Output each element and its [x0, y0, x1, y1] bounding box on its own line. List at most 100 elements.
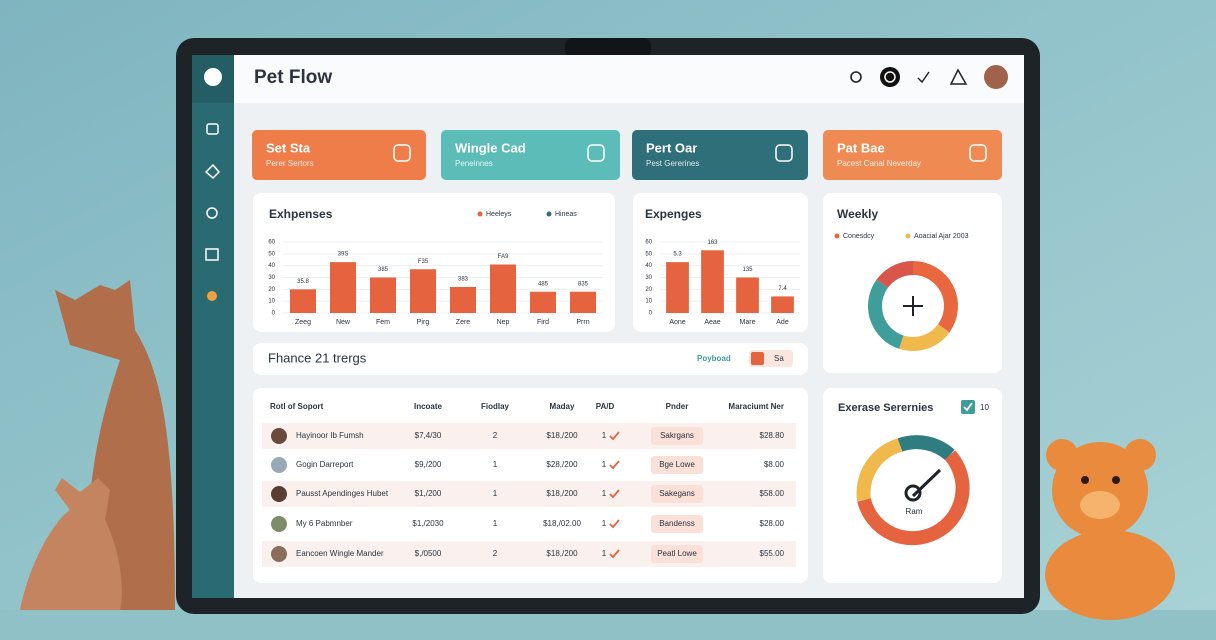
nav-notes[interactable] — [205, 248, 219, 261]
avatar[interactable] — [984, 65, 1008, 89]
gauge-arc — [897, 435, 955, 461]
teddy-illustration — [1045, 439, 1175, 620]
gauge-title: Exerase Serernies — [838, 402, 933, 414]
status-pill — [651, 456, 703, 474]
bar-caption: 485 — [538, 281, 549, 287]
weekly-panel — [823, 193, 1002, 373]
bar-caption: FA9 — [498, 254, 509, 260]
nav-home[interactable] — [206, 123, 219, 135]
nav-health[interactable] — [206, 207, 218, 219]
stat-card[interactable] — [632, 130, 808, 180]
nav-status[interactable] — [207, 291, 217, 301]
dog-illustration — [20, 280, 175, 610]
bar-caption: 35.8 — [297, 279, 309, 285]
bar[interactable] — [666, 262, 689, 313]
table-cell: $1,/200 — [415, 489, 442, 498]
stat-card[interactable] — [823, 130, 1002, 180]
donut-segment[interactable] — [876, 261, 914, 289]
finance-title: Fhance 21 trergs — [268, 350, 367, 365]
x-tick-label: Prrn — [576, 319, 589, 326]
table-header: Pnder — [666, 402, 689, 411]
table-cell: 1 — [602, 460, 607, 469]
stat-card[interactable] — [441, 130, 620, 180]
x-tick-label: Fird — [537, 319, 549, 326]
floor — [0, 610, 1216, 640]
table-cell: 1 — [602, 519, 607, 528]
bar-caption: 39S — [338, 252, 349, 258]
table-cell: $9,/200 — [415, 460, 442, 469]
table-cell: $28.00 — [760, 519, 785, 528]
check-icon[interactable] — [917, 71, 930, 84]
table-cell: 1 — [493, 460, 498, 469]
gauge-arc — [857, 450, 970, 546]
paid-check — [609, 460, 620, 470]
table-header: Rotl of Soport — [270, 402, 324, 411]
row-avatar — [271, 428, 287, 444]
table-cell: $18,/02.00 — [543, 519, 581, 528]
y-tick-label: 20 — [645, 287, 652, 293]
table-cell: 1 — [493, 489, 498, 498]
bar[interactable] — [410, 269, 436, 313]
bar[interactable] — [490, 264, 516, 313]
finance-button-icon — [751, 352, 764, 365]
donut-segment[interactable] — [868, 279, 904, 349]
expenses-title: Exhpenses — [269, 207, 333, 221]
gauge-checkbox[interactable] — [961, 400, 975, 414]
table-cell: Pausst Apendinges Hubet — [296, 489, 389, 498]
account-icon-inner — [884, 71, 896, 83]
bar-caption: 5.3 — [673, 252, 682, 258]
status-pill — [651, 545, 703, 563]
bar[interactable] — [370, 277, 396, 314]
logo[interactable] — [204, 68, 222, 86]
bar[interactable] — [771, 296, 794, 313]
expenses2-title: Expenges — [645, 207, 702, 221]
weekly-title: Weekly — [837, 207, 878, 221]
x-tick-label: Zere — [456, 319, 471, 326]
gauge-caption: Ram — [906, 507, 923, 516]
search-icon[interactable] — [850, 71, 862, 83]
account-icon[interactable] — [880, 67, 900, 87]
y-tick-label: 10 — [645, 299, 652, 305]
bar[interactable] — [530, 291, 556, 313]
x-tick-label: New — [336, 319, 351, 326]
table-cell: $18,/200 — [546, 549, 578, 558]
bell-icon[interactable] — [949, 68, 968, 85]
y-tick-label: 40 — [268, 263, 275, 269]
stat-card[interactable] — [252, 130, 426, 180]
bar-caption: 383 — [458, 277, 469, 283]
stat-card-title: Pat Bae — [837, 140, 885, 155]
donut-segment[interactable] — [899, 323, 950, 351]
table-cell: Eancoen Wingle Mander — [296, 549, 384, 558]
x-tick-label: Zeeg — [295, 319, 311, 326]
bar[interactable] — [736, 277, 759, 314]
table-header: Fiodlay — [481, 402, 510, 411]
table-cell: $18,/200 — [546, 489, 578, 498]
bar-caption: 7.4 — [778, 286, 787, 292]
bar[interactable] — [450, 286, 476, 313]
bar[interactable] — [290, 289, 316, 313]
legend-dot — [834, 233, 840, 239]
bar[interactable] — [701, 250, 724, 313]
y-tick-label: 40 — [645, 263, 652, 269]
y-tick-label: 50 — [268, 251, 275, 257]
stat-card-subtitle: Pacest Canal Neverday — [837, 159, 921, 168]
stat-card-icon — [969, 144, 987, 162]
gauge-arc — [856, 438, 903, 501]
table-cell: 2 — [493, 549, 498, 558]
gauge-badge: 10 — [980, 403, 989, 412]
gauge-check — [963, 402, 973, 412]
stat-card-subtitle: Pest Gererines — [646, 159, 699, 168]
finance-link[interactable]: Poyboad — [697, 354, 731, 363]
donut-segment[interactable] — [912, 261, 958, 333]
y-tick-label: 10 — [268, 299, 275, 305]
table-cell: 1 — [602, 431, 607, 440]
nav-pets[interactable] — [204, 163, 221, 180]
bar[interactable] — [570, 291, 596, 313]
table-cell: $,/0500 — [415, 549, 442, 558]
app-title: Pet Flow — [254, 67, 332, 88]
gauge-needle — [911, 468, 942, 498]
table-cell: 1 — [602, 549, 607, 558]
bar[interactable] — [330, 262, 356, 313]
y-tick-label: 50 — [645, 251, 652, 257]
status-pill — [651, 427, 703, 445]
